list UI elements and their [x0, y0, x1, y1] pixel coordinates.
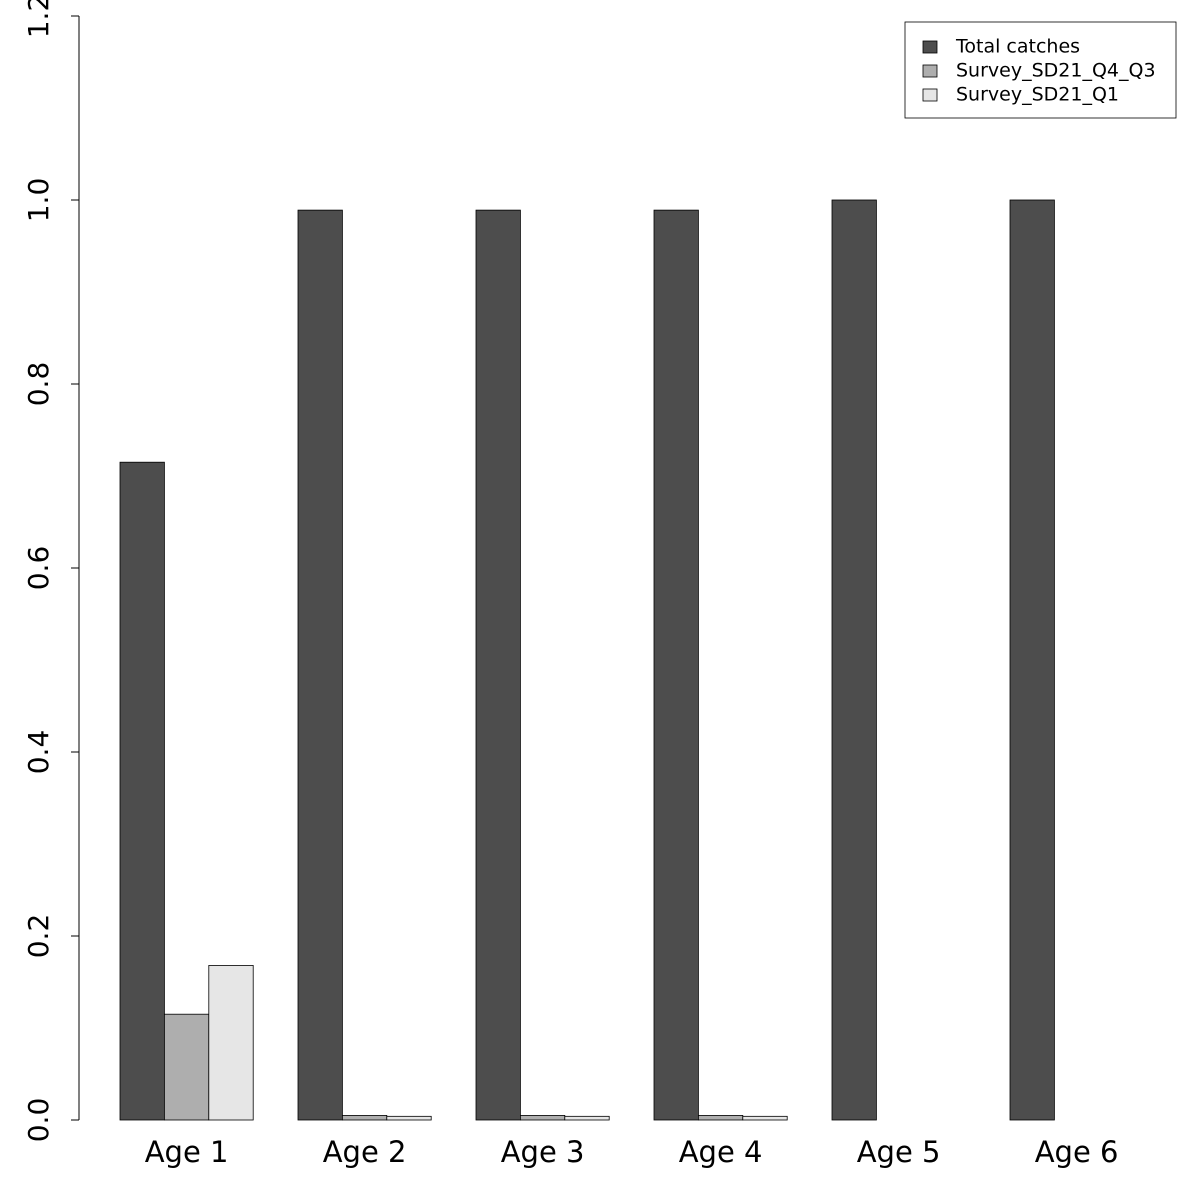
x-tick-label: Age 6 [1035, 1135, 1119, 1169]
x-tick-label: Age 2 [323, 1135, 407, 1169]
bar [1009, 199, 1055, 1121]
y-tick-label: 0.0 [22, 1098, 55, 1143]
bar [653, 209, 699, 1121]
bar [520, 1115, 566, 1121]
bar [831, 199, 877, 1121]
bar [208, 965, 254, 1121]
legend-swatch [922, 88, 938, 102]
legend-swatch [922, 64, 938, 78]
bar [698, 1115, 744, 1121]
legend-label: Survey_SD21_Q4_Q3 [956, 60, 1156, 82]
bar [297, 209, 343, 1121]
bar [119, 461, 165, 1121]
x-tick-label: Age 5 [857, 1135, 941, 1169]
bar [386, 1115, 432, 1121]
x-tick-label: Age 3 [501, 1135, 585, 1169]
bar [163, 1013, 210, 1121]
y-tick-label: 0.4 [22, 730, 55, 775]
y-tick-label: 0.6 [22, 546, 55, 591]
bar [475, 209, 521, 1121]
bar [742, 1115, 788, 1121]
legend-label: Survey_SD21_Q1 [956, 84, 1119, 106]
y-tick-label: 1.0 [22, 178, 55, 223]
bar [564, 1115, 610, 1121]
x-tick-label: Age 4 [679, 1135, 763, 1169]
x-tick-label: Age 1 [145, 1135, 229, 1169]
bar [341, 1115, 388, 1121]
y-tick-label: 0.8 [22, 362, 55, 407]
legend-box [904, 21, 1177, 119]
y-tick-label: 1.2 [22, 0, 55, 38]
legend-swatch [922, 40, 938, 54]
legend-label: Total catches [955, 36, 1080, 58]
y-tick-label: 0.2 [22, 914, 55, 959]
